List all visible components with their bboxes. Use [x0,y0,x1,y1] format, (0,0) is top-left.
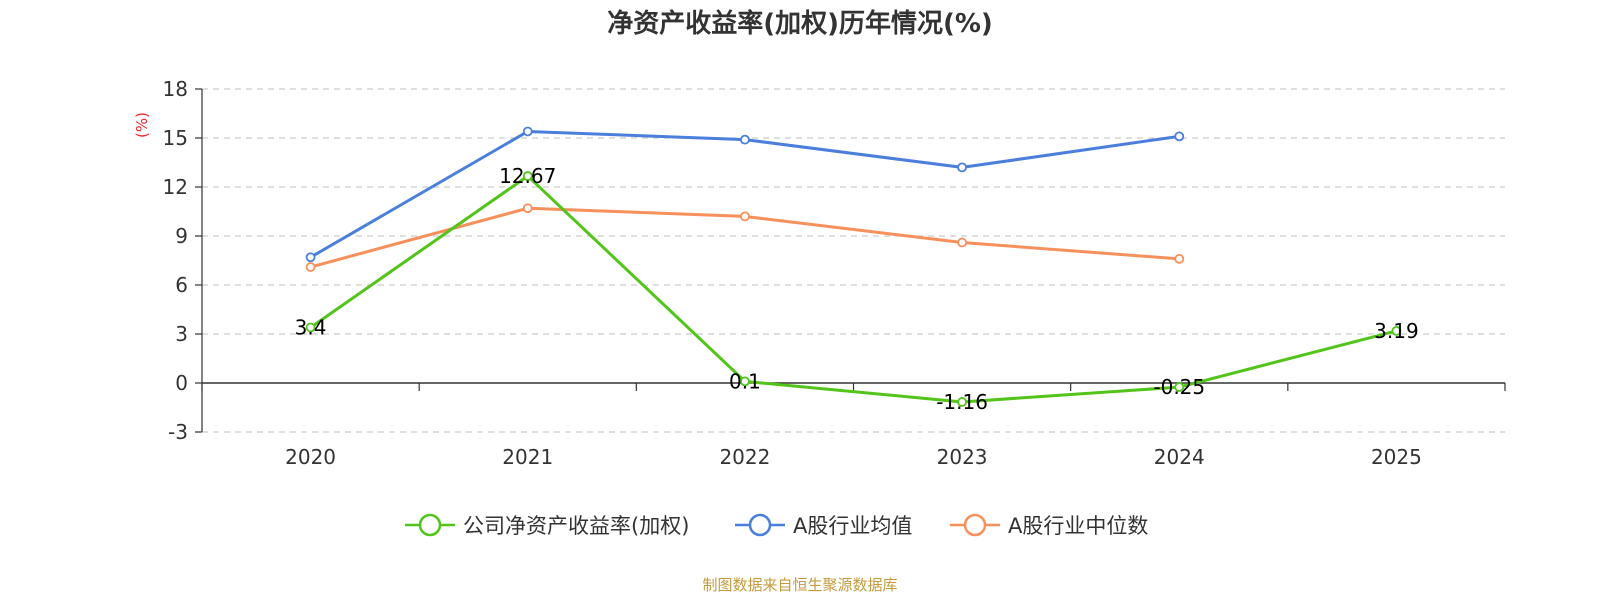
data-point [522,203,533,214]
data-point [957,397,967,407]
y-tick-label: 15 [163,126,188,150]
data-label: 12.67 [499,164,556,188]
chart-title: 净资产收益率(加权)历年情况(%) [607,8,993,39]
x-tick-label: 2023 [937,445,988,469]
data-point [957,162,967,173]
data-point [305,252,316,263]
y-tick-label: 3 [175,322,188,346]
axes [201,89,1505,432]
legend-label: A股行业中位数 [1008,514,1148,538]
legend-label: A股行业均值 [793,514,912,538]
data-point [740,376,750,387]
data-label: 3.19 [1374,319,1419,343]
data-label: 3.4 [295,315,327,339]
legend-marker [748,513,772,537]
data-point [1174,131,1185,142]
legend-label: 公司净资产收益率(加权) [463,514,689,538]
series-group [305,126,1402,407]
legend-marker [963,513,987,537]
legend-item: 公司净资产收益率(加权) [405,513,689,538]
data-point [305,262,316,272]
data-label: -1.16 [936,390,988,414]
data-point [957,237,967,248]
y-tick-label: 18 [163,77,188,101]
x-axis-ticks: 2020 2021 2022 2023 2024 2025 [201,383,1506,469]
y-tick-label: 12 [163,175,188,199]
y-axis-label: (%) [133,112,151,138]
data-label: 0.1 [729,369,761,393]
data-point [305,322,316,333]
y-tick-label: -3 [168,420,188,444]
x-tick-label: 2022 [719,445,770,469]
data-point [1174,253,1185,264]
x-tick-label: 2024 [1154,445,1205,469]
source-note: 制图数据来自恒生聚源数据库 [702,576,897,594]
legend: 公司净资产收益率(加权) A股行业均值 A股行业中位数 [405,513,1148,538]
grid-lines [202,88,1505,433]
data-point [1391,325,1402,336]
data-point [740,134,750,145]
y-axis-ticks: -3 0 3 6 9 12 15 18 [163,77,202,444]
data-point [522,126,533,137]
y-tick-label: 9 [175,224,188,248]
y-tick-label: 6 [175,273,188,297]
data-labels: 3.4 12.67 0.1 -1.16 -0.25 3.19 [295,164,1419,414]
data-label: -0.25 [1153,375,1205,399]
x-tick-label: 2020 [285,445,336,469]
series-line [309,174,1397,404]
data-point [522,171,533,181]
x-tick-label: 2021 [502,445,553,469]
y-tick-label: 0 [175,371,188,395]
data-point [740,211,750,222]
legend-marker [418,513,442,537]
legend-item: A股行业均值 [735,513,912,538]
legend-item: A股行业中位数 [950,513,1148,538]
data-point [1174,382,1185,392]
x-tick-label: 2025 [1371,445,1422,469]
